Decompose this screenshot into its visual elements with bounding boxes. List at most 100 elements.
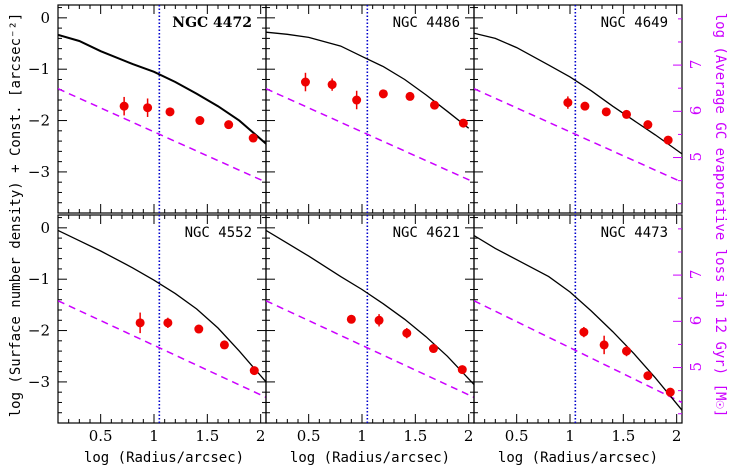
data-point (194, 324, 204, 334)
data-point (248, 133, 258, 143)
data-point (622, 109, 632, 119)
x-tick-label: 0.5 (505, 427, 529, 445)
data-point (327, 80, 337, 90)
y-tick-label: −1 (28, 60, 50, 78)
panel-ngc-4473: 7 6 5 0.5 1 1.5 2 NGC 4473 (473, 214, 705, 445)
data-point (599, 340, 609, 350)
evaporative-loss-line (266, 300, 474, 399)
right-tick-label: 5 (687, 362, 705, 372)
panel-title: NGC 4486 (393, 15, 460, 31)
panel-title: NGC 4552 (185, 225, 252, 241)
panel-title: NGC 4649 (601, 15, 668, 31)
panel-ngc-4486: NGC 4486 (265, 4, 475, 214)
y-axis-title: log (Surface number density) + Const. [a… (8, 13, 24, 418)
x-axis-title: log (Radius/arcsec) (498, 450, 658, 466)
x-tick-label: 2 (256, 427, 266, 445)
model-profile-line (58, 229, 266, 383)
evaporative-loss-line (58, 300, 266, 399)
right-tick-label: 6 (687, 316, 705, 326)
panel-plot-area (58, 215, 266, 423)
evaporative-loss-line (58, 88, 266, 183)
data-point (601, 107, 611, 117)
right-tick-label: 7 (687, 60, 705, 70)
data-point (374, 315, 384, 325)
right-y-axis-title: log (Average GC evaporative loss in 12 G… (712, 13, 728, 418)
x-tick-label: 0.5 (297, 427, 321, 445)
y-tick-label: −2 (28, 322, 50, 340)
panel-plot-area (58, 5, 266, 213)
right-tick-label: 7 (687, 270, 705, 280)
data-point (643, 371, 653, 381)
model-profile-line (58, 33, 266, 145)
data-point (458, 118, 468, 128)
y-tick-label: −2 (28, 112, 50, 130)
x-tick-label: 1 (565, 427, 575, 445)
data-point (457, 365, 467, 375)
right-tick-label: 5 (687, 152, 705, 162)
panel-title: NGC 4621 (393, 225, 460, 241)
data-point (346, 314, 356, 324)
data-point (428, 344, 438, 354)
panel-plot-area (474, 215, 682, 423)
panel-plot-area (266, 5, 474, 213)
panel-title: NGC 4473 (601, 225, 668, 241)
panel-plot-area (266, 215, 474, 423)
panel-ngc-4552: 0 −1 −2 −3 0.5 1 1.5 2 NGC 4552 (28, 214, 267, 445)
panels-layer: 0 −1 −2 −3 NGC 4472 NGC 4486 7 6 5 NGC 4649 0 −1 −2 −… (28, 4, 705, 466)
data-point (165, 107, 175, 117)
data-point (224, 120, 234, 130)
panel-ngc-4621: 0.5 1 1.5 2 NGC 4621 (265, 214, 475, 445)
data-point (643, 120, 653, 130)
x-tick-label: 1 (357, 427, 367, 445)
evaporative-loss-line (474, 88, 682, 183)
data-point (563, 98, 573, 108)
x-axis-title: log (Radius/arcsec) (290, 450, 450, 466)
data-point (665, 387, 675, 397)
data-point (402, 328, 412, 338)
x-axis-title: log (Radius/arcsec) (84, 450, 244, 466)
data-point (119, 101, 129, 111)
model-profile-line (474, 234, 682, 411)
data-point (249, 366, 259, 376)
x-tick-label: 1.5 (403, 427, 427, 445)
panel-ngc-4649: 7 6 5 NGC 4649 (473, 4, 705, 214)
evaporative-loss-line (474, 300, 682, 404)
data-point (405, 91, 415, 101)
data-point (135, 318, 145, 328)
data-point (580, 101, 590, 111)
y-tick-label: 0 (40, 9, 50, 27)
panel-frame (57, 4, 267, 214)
evaporative-loss-line (266, 88, 474, 183)
y-tick-label: −1 (28, 270, 50, 288)
panel-frame (265, 214, 475, 424)
x-tick-label: 1.5 (611, 427, 635, 445)
x-tick-label: 0.5 (89, 427, 113, 445)
y-tick-label: −3 (28, 163, 50, 181)
model-profile-line (266, 229, 474, 385)
x-tick-label: 2 (464, 427, 474, 445)
data-point (143, 103, 153, 113)
x-tick-label: 1 (149, 427, 159, 445)
data-point (378, 89, 388, 99)
panel-plot-area (474, 5, 682, 213)
panel-frame (473, 4, 683, 214)
data-point (663, 135, 673, 145)
y-tick-label: −3 (28, 373, 50, 391)
panel-ngc-4472: 0 −1 −2 −3 NGC 4472 (28, 4, 267, 214)
data-point (219, 340, 229, 350)
data-point (430, 100, 440, 110)
y-tick-label: 0 (40, 219, 50, 237)
right-tick-label: 6 (687, 106, 705, 116)
x-tick-label: 1.5 (195, 427, 219, 445)
data-point (579, 327, 589, 337)
panel-frame (57, 214, 267, 424)
data-point (622, 346, 632, 356)
panel-title: NGC 4472 (172, 15, 252, 31)
data-point (300, 77, 310, 87)
panel-frame (473, 214, 683, 424)
x-tick-label: 2 (672, 427, 682, 445)
data-point (352, 95, 362, 105)
data-point (195, 116, 205, 126)
data-point (163, 318, 173, 328)
